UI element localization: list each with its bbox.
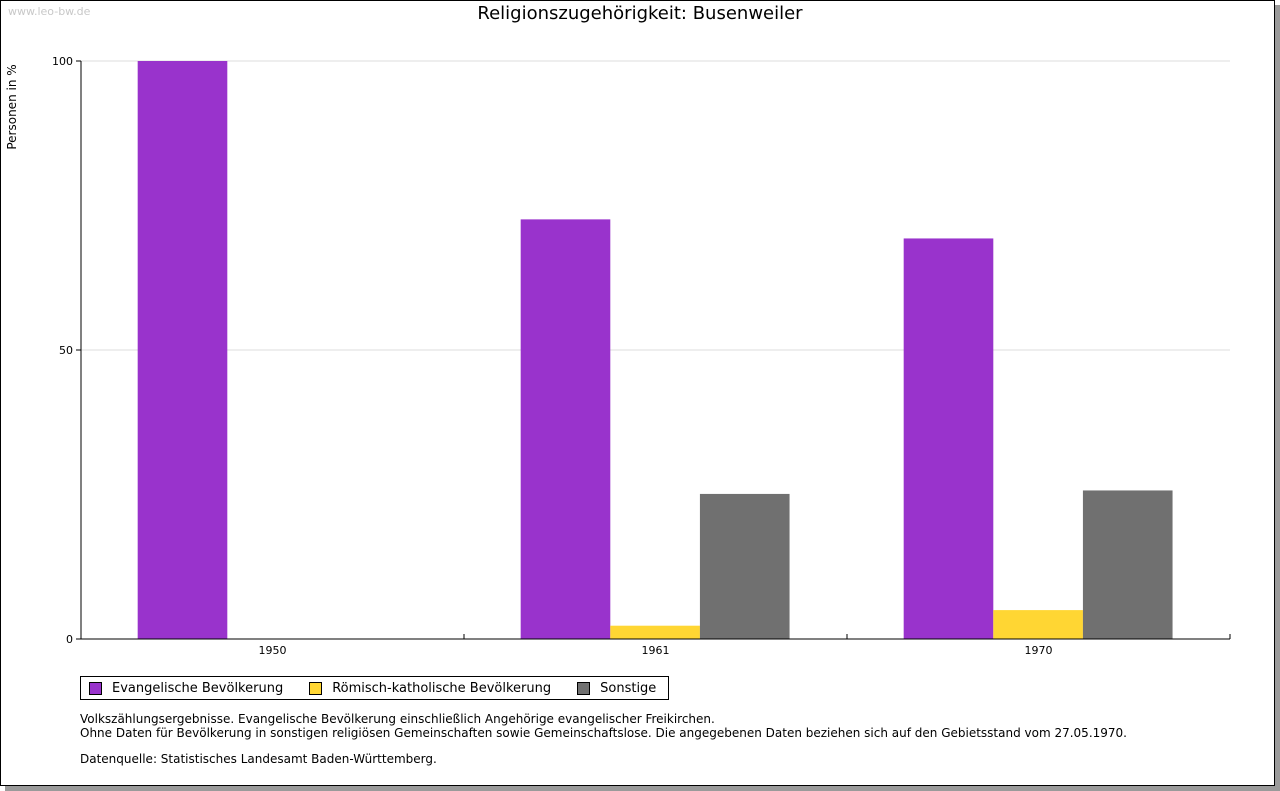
bar <box>903 238 994 640</box>
legend-item-evangelisch: Evangelische Bevölkerung <box>89 681 283 696</box>
bar <box>610 625 700 639</box>
bar <box>699 493 790 639</box>
bar-chart: 0 50 100 1950 1961 1970 Personen in % <box>5 55 1231 657</box>
legend-label: Römisch-katholische Bevölkerung <box>332 680 552 696</box>
bar <box>1082 490 1173 639</box>
bar <box>137 61 228 639</box>
note-line-1: Volkszählungsergebnisse. Evangelische Be… <box>80 712 715 726</box>
axes <box>76 60 1231 640</box>
y-axis-label: Personen in % <box>5 64 19 149</box>
x-tick-label: 1961 <box>642 644 670 657</box>
tick-labels: 0 50 100 1950 1961 1970 <box>52 55 1053 657</box>
gridlines <box>81 60 1230 351</box>
legend-swatch <box>577 681 591 695</box>
y-tick-label: 100 <box>52 55 73 68</box>
note-line-2: Ohne Daten für Bevölkerung in sonstigen … <box>80 726 1127 740</box>
chart-title: Religionszugehörigkeit: Busenweiler <box>477 3 803 24</box>
bar <box>520 219 611 639</box>
y-tick-label: 50 <box>59 344 73 357</box>
legend-label: Evangelische Bevölkerung <box>112 680 284 696</box>
bars <box>137 61 1173 640</box>
legend-swatch <box>309 681 323 695</box>
legend-item-sonstige: Sonstige <box>577 681 656 696</box>
legend-swatch <box>89 681 102 695</box>
legend-item-katholisch: Römisch-katholische Bevölkerung <box>309 681 551 696</box>
bar <box>993 610 1083 639</box>
x-tick-label: 1950 <box>259 644 287 657</box>
legend-label: Sonstige <box>600 680 657 696</box>
legend: Evangelische Bevölkerung Römisch-katholi… <box>80 676 670 700</box>
data-source: Datenquelle: Statistisches Landesamt Bad… <box>80 752 437 766</box>
watermark: www.leo-bw.de <box>8 5 91 18</box>
y-tick-label: 0 <box>66 633 73 646</box>
x-tick-label: 1970 <box>1025 644 1053 657</box>
